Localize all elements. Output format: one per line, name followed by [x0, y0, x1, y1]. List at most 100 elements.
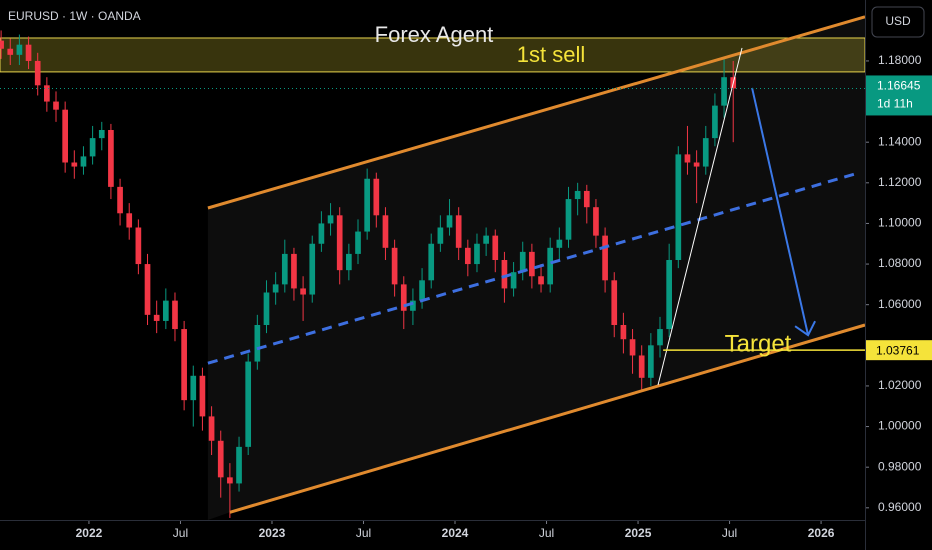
- candle-body: [98, 130, 105, 139]
- channel-mid: [207, 171, 859, 365]
- y-tick-label: 0.98000: [878, 459, 922, 473]
- candle-body: [336, 215, 343, 271]
- candle-body: [327, 215, 334, 224]
- y-tick-label: 1.12000: [878, 175, 922, 189]
- candle-body: [519, 251, 526, 273]
- zone-label: 1st sell: [517, 42, 585, 67]
- candle-body: [382, 215, 389, 248]
- y-tick-label: 1.06000: [878, 297, 922, 311]
- candle-body: [547, 247, 554, 285]
- candle-body: [34, 60, 41, 86]
- candle-body: [199, 375, 206, 417]
- candle-body: [236, 446, 242, 484]
- y-tick-label: 1.02000: [878, 378, 922, 392]
- x-tick-label: 2022: [76, 526, 103, 540]
- candle-body: [190, 375, 197, 401]
- last-price-box: [866, 75, 932, 116]
- candle-body: [373, 178, 380, 216]
- candle-body: [611, 280, 618, 325]
- candle-body: [346, 253, 352, 271]
- candle-body: [419, 280, 425, 301]
- candle-body: [0, 40, 4, 49]
- candle-body: [16, 44, 23, 55]
- candle-body: [455, 215, 462, 248]
- candle-body: [44, 85, 50, 102]
- target-price-box: [866, 340, 932, 361]
- candle-body: [693, 162, 700, 167]
- candle-body: [281, 253, 288, 285]
- x-tick-label: 2025: [625, 526, 652, 540]
- y-tick-label: 1.08000: [878, 256, 922, 270]
- candle-body: [318, 223, 325, 244]
- candle-body: [80, 156, 87, 167]
- symbol-title: EURUSD · 1W · OANDA: [8, 9, 141, 23]
- candle-body: [227, 477, 233, 484]
- candle-body: [593, 207, 599, 236]
- candle-body: [117, 186, 123, 214]
- candle-body: [510, 272, 517, 289]
- last-price-label: 1.16645: [877, 79, 921, 93]
- candle-body: [648, 345, 654, 378]
- x-tick-label: Jul: [356, 526, 371, 540]
- channel-upper: [207, 15, 866, 210]
- currency-label[interactable]: USD: [885, 14, 911, 28]
- candle-body: [666, 260, 672, 330]
- currency-button[interactable]: [871, 6, 925, 38]
- candle-body: [126, 213, 133, 228]
- candle-body: [71, 162, 78, 167]
- candle-body: [254, 325, 261, 362]
- candle-body: [62, 109, 68, 163]
- forecast-arrow: [751, 87, 810, 336]
- candle-body: [483, 235, 489, 244]
- candle-body: [355, 231, 361, 254]
- candle-body: [675, 154, 682, 260]
- candle-body: [602, 235, 608, 281]
- arrow-head: [794, 320, 816, 337]
- candle-body: [492, 235, 499, 260]
- y-tick-label: 1.00000: [878, 419, 922, 433]
- candle-body: [400, 284, 407, 311]
- channel-lower: [229, 323, 866, 514]
- target-text: Target: [725, 331, 792, 358]
- countdown-label: 1d 11h: [877, 97, 913, 111]
- candle-body: [428, 243, 435, 281]
- candle-body: [181, 329, 187, 401]
- candle-body: [263, 292, 270, 325]
- candle-body: [245, 361, 252, 447]
- candle-body: [620, 325, 627, 340]
- candle-body: [364, 178, 370, 232]
- target-price-label: 1.03761: [876, 343, 920, 357]
- candle-body: [391, 247, 398, 285]
- candle-body: [153, 314, 160, 321]
- candle-body: [702, 138, 709, 167]
- candle-body: [529, 251, 535, 277]
- candle-body: [309, 243, 316, 295]
- candle-body: [272, 284, 279, 293]
- candle-body: [446, 215, 453, 228]
- y-tick-label: 1.14000: [878, 134, 922, 148]
- candle-body: [25, 44, 32, 61]
- candle-body: [464, 247, 471, 265]
- candle-body: [53, 101, 59, 110]
- candle-body: [162, 300, 169, 321]
- x-tick-label: Jul: [539, 526, 554, 540]
- x-tick-label: 2026: [808, 526, 835, 540]
- candle-body: [556, 239, 563, 248]
- x-tick-label: 2024: [442, 526, 469, 540]
- candle-body: [574, 190, 581, 200]
- x-tick-label: 2023: [259, 526, 286, 540]
- candle-body: [538, 276, 544, 285]
- candle-body: [629, 339, 636, 356]
- candle-body: [7, 48, 14, 55]
- candle-body: [217, 440, 224, 478]
- y-tick-label: 1.10000: [878, 216, 922, 230]
- candle-body: [144, 264, 151, 315]
- candle-body: [657, 329, 663, 346]
- zone-title: Forex Agent: [375, 22, 494, 47]
- candle-body: [108, 130, 114, 187]
- candle-body: [684, 154, 691, 163]
- candle-body: [437, 227, 444, 244]
- candle-body: [565, 199, 572, 240]
